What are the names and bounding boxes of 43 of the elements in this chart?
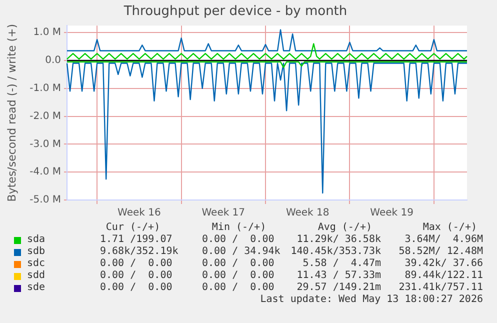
text: 39.42k/ 37.66 xyxy=(404,258,483,270)
text: 1.71 /199.07 xyxy=(100,234,172,246)
text: 0.00 / 0.00 xyxy=(100,282,172,294)
text: 11.43 / 57.33m xyxy=(296,270,381,282)
text: 11.29k/ 36.58k xyxy=(296,234,381,246)
legend-label: sdb xyxy=(27,246,46,258)
y-axis-title: Bytes/second read (-) / write (+) xyxy=(5,24,18,202)
text: 58.52M/ 12.48M xyxy=(398,246,483,258)
text: 89.44k/122.11 xyxy=(404,270,483,282)
text: Avg (-/+) xyxy=(318,222,372,234)
text: 0.00 / 34.94k xyxy=(202,246,280,258)
y-tick-label: -4.0 M xyxy=(30,166,61,178)
legend-label: sde xyxy=(27,282,46,294)
x-tick-label: Week 19 xyxy=(370,208,414,219)
text: 231.41k/757.11 xyxy=(398,282,483,294)
text: 140.45k/353.73k xyxy=(290,246,381,258)
legend-label: sdd xyxy=(27,270,46,282)
text: Cur (-/+) xyxy=(104,222,162,234)
text: 3.64M/ 4.96M xyxy=(404,234,483,246)
y-tick-label: -1.0 M xyxy=(30,82,61,94)
text: Last update: Wed May 13 18:00:27 2026 xyxy=(260,294,483,306)
text: 0.00 / 0.00 xyxy=(100,270,172,282)
text: Max (-/+) xyxy=(422,222,477,234)
text: 29.57 /149.21m xyxy=(296,282,381,294)
y-tick-label: 0.0 xyxy=(45,55,61,66)
x-tick-label: Week 18 xyxy=(286,208,330,219)
x-tick-label: Week 16 xyxy=(118,208,161,219)
text: 0.00 / 0.00 xyxy=(202,234,274,246)
text: 5.58 / 4.47m xyxy=(302,258,381,270)
x-tick-label: Week 17 xyxy=(202,208,246,219)
legend-label: sda xyxy=(27,234,46,246)
legend-label: sdc xyxy=(27,258,46,270)
y-tick-label: -2.0 M xyxy=(30,110,61,122)
text: 0.00 / 0.00 xyxy=(202,258,274,270)
text: 9.68k/352.19k xyxy=(100,246,178,258)
y-tick-label: -5.0 M xyxy=(30,194,61,206)
y-tick-label: -3.0 M xyxy=(30,138,61,150)
text: Min (-/+) xyxy=(210,222,268,234)
y-tick-label: 1.0 M xyxy=(33,27,61,38)
text: 0.00 / 0.00 xyxy=(100,258,172,270)
chart-title: Throughput per device - by month xyxy=(122,4,348,20)
text: 0.00 / 0.00 xyxy=(202,282,274,294)
text: 0.00 / 0.00 xyxy=(202,270,274,282)
